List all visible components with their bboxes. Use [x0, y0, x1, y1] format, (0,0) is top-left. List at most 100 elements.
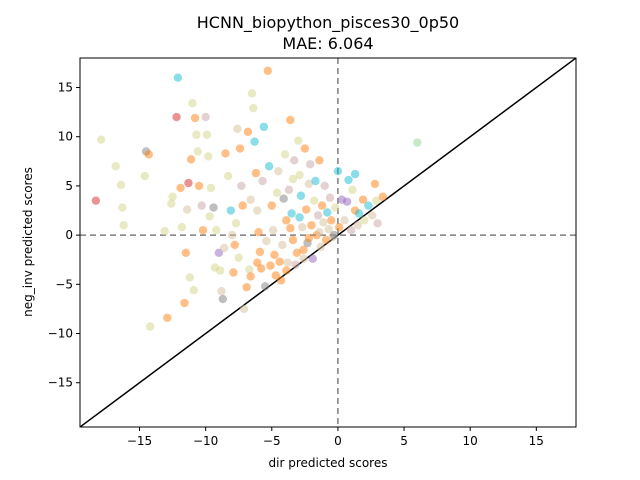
x-tick-label: 10: [463, 434, 478, 448]
data-point: [286, 115, 295, 125]
data-point: [284, 185, 294, 195]
data-point: [227, 230, 237, 240]
data-point: [275, 257, 284, 266]
data-point: [305, 160, 315, 169]
data-point: [144, 150, 153, 159]
y-tick-label: −15: [48, 376, 73, 390]
y-tick-label: 15: [58, 81, 73, 95]
data-point: [370, 179, 380, 189]
data-point: [321, 235, 331, 245]
data-point: [237, 181, 246, 191]
data-point: [253, 258, 262, 267]
data-point: [254, 227, 263, 237]
chart-subtitle: MAE: 6.064: [282, 34, 373, 53]
data-point: [177, 223, 187, 232]
y-tick-label: −10: [48, 327, 73, 341]
data-point: [251, 168, 261, 178]
data-point: [250, 137, 259, 146]
data-point: [373, 219, 382, 228]
data-point: [173, 73, 183, 82]
data-point: [320, 181, 329, 191]
data-point: [307, 221, 316, 230]
data-point: [358, 195, 368, 204]
data-point: [267, 201, 276, 210]
data-point: [168, 192, 177, 201]
data-point: [219, 243, 229, 253]
data-point: [354, 209, 364, 218]
data-point: [194, 181, 204, 191]
data-point: [313, 211, 323, 220]
data-point: [181, 248, 191, 258]
data-point: [274, 166, 283, 176]
data-point: [333, 166, 343, 176]
y-tick-label: 0: [65, 228, 73, 242]
data-point: [246, 272, 255, 281]
data-point: [268, 226, 278, 235]
data-point: [111, 162, 120, 171]
data-point: [295, 170, 304, 180]
data-point: [233, 124, 242, 134]
data-point: [163, 313, 172, 322]
data-point: [182, 205, 192, 214]
data-point: [340, 216, 349, 225]
data-point: [221, 149, 230, 158]
data-point: [176, 183, 185, 193]
data-point: [192, 130, 201, 139]
data-point: [372, 196, 381, 205]
data-point: [214, 248, 224, 258]
data-point: [186, 155, 196, 164]
data-point: [344, 175, 353, 185]
x-axis-label: dir predicted scores: [269, 456, 388, 470]
data-point: [276, 276, 286, 285]
x-tick-label: 0: [334, 434, 342, 448]
data-point: [296, 191, 306, 200]
data-point: [319, 218, 328, 227]
data-point: [304, 233, 314, 243]
data-point: [272, 188, 282, 198]
data-point: [217, 287, 226, 296]
data-point: [118, 203, 127, 212]
data-point: [197, 201, 206, 210]
data-point: [299, 254, 308, 263]
data-point: [91, 196, 101, 205]
data-point: [364, 201, 373, 210]
y-tick-label: −5: [55, 277, 73, 291]
data-point: [292, 248, 302, 258]
data-point: [188, 99, 197, 108]
data-point: [264, 162, 274, 171]
data-point: [198, 226, 208, 235]
data-point: [294, 136, 303, 145]
data-point: [348, 185, 357, 195]
data-point: [368, 211, 377, 220]
data-point: [301, 205, 311, 214]
data-point: [353, 221, 362, 230]
data-point: [327, 216, 336, 225]
data-point: [325, 193, 335, 202]
plot-frame: [79, 57, 577, 428]
data-point: [238, 201, 247, 210]
data-point: [298, 223, 307, 232]
y-axis-label: neg_inv predicted scores: [21, 167, 35, 317]
data-point: [230, 240, 239, 250]
data-point: [206, 183, 216, 193]
data-point: [342, 197, 352, 206]
data-point: [249, 103, 258, 113]
data-point: [201, 112, 210, 122]
y-tick-label: 5: [65, 179, 73, 193]
data-point: [315, 227, 324, 237]
data-point: [278, 240, 287, 250]
data-point: [258, 176, 267, 186]
data-point: [226, 206, 235, 215]
data-point: [309, 196, 319, 205]
data-point: [160, 226, 169, 236]
data-point: [378, 192, 388, 201]
data-point: [331, 203, 340, 212]
data-point: [255, 247, 265, 257]
chart-title: HCNN_biopython_pisces30_0p50: [197, 13, 459, 33]
data-point: [282, 266, 291, 275]
data-point: [280, 150, 290, 159]
data-point: [295, 213, 304, 222]
data-point: [271, 271, 280, 280]
data-point: [184, 178, 193, 188]
data-point: [243, 127, 253, 136]
